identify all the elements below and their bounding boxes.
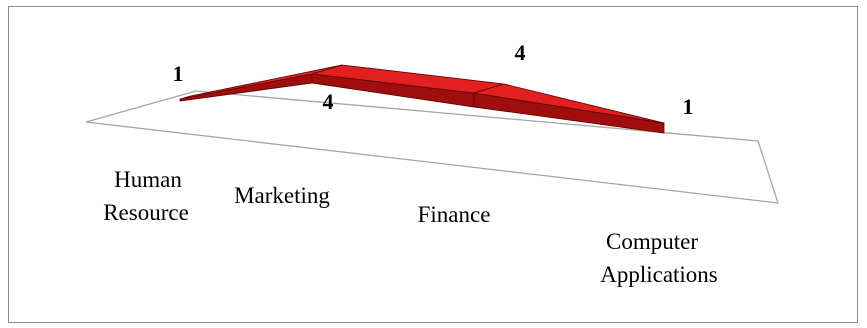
data-label-finance: 4 — [515, 40, 526, 65]
category-label-line: Resource — [103, 200, 189, 225]
data-label-marketing: 4 — [323, 89, 334, 114]
category-label-computer-applications: Computer Applications — [600, 229, 718, 287]
data-label-human-resource: 1 — [173, 61, 184, 86]
category-label-finance: Finance — [418, 202, 491, 227]
floor-plane — [85, 90, 779, 204]
category-label-human-resource: Human Resource — [103, 167, 189, 225]
category-label-line: Applications — [600, 262, 718, 287]
category-label-line: Human — [114, 167, 182, 192]
data-label-computer-applications: 1 — [683, 94, 694, 119]
category-label-line: Computer — [606, 229, 698, 254]
ribbon-segment-top — [473, 83, 665, 124]
ribbon-segment-side — [473, 92, 665, 134]
category-label-marketing: Marketing — [234, 183, 330, 208]
chart-frame — [8, 6, 858, 323]
series-ribbon — [179, 64, 665, 134]
